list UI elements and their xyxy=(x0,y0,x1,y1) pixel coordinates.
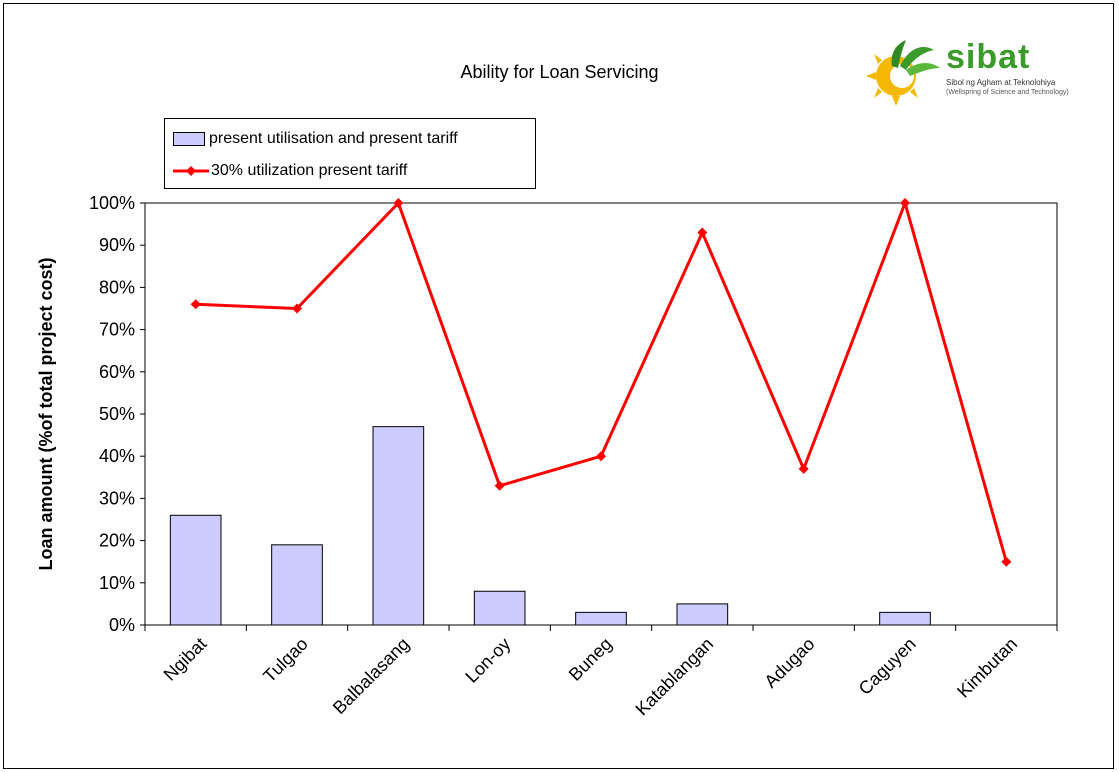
x-tick-label-adugao: Adugao xyxy=(760,634,818,692)
x-tick-label-buneg: Buneg xyxy=(565,634,616,685)
y-tick-label: 30% xyxy=(99,488,135,508)
x-tick-label-ngibat: Ngibat xyxy=(160,634,211,685)
bar-lon-oy xyxy=(473,590,526,626)
series-line xyxy=(195,201,1008,563)
sibat-logo: sibat Sibol ng Agham at Teknolohiya (Wel… xyxy=(862,36,1102,106)
y-tick-label: 80% xyxy=(99,277,135,297)
y-tick-label: 40% xyxy=(99,446,135,466)
legend-entry-line: 30% utilization present tariff xyxy=(173,159,407,183)
chart-title: Ability for Loan Servicing xyxy=(460,62,659,82)
line-point-caguyen xyxy=(900,198,910,208)
bar-caguyen xyxy=(879,611,931,626)
line-point-tulgao xyxy=(292,303,302,314)
x-tick-label-lon-oy: Lon-oy xyxy=(461,634,514,687)
bar-buneg xyxy=(575,611,627,626)
x-tick-label-katablangan: Katablangan xyxy=(632,634,718,720)
x-tick-label-balbalasang: Balbalasang xyxy=(329,634,413,718)
y-tick-label: 10% xyxy=(99,573,135,593)
line-point-ngibat xyxy=(190,299,201,310)
line-point-lon-oy xyxy=(494,480,505,491)
line-point-balbalasang xyxy=(393,198,404,208)
bar-tulgao xyxy=(271,544,323,626)
logo-tagline: Sibol ng Agham at Teknolohiya xyxy=(946,78,1056,87)
legend-line-swatch xyxy=(173,166,209,176)
line-point-adugao xyxy=(798,463,809,474)
line-point-buneg xyxy=(596,451,606,462)
y-tick-label: 0% xyxy=(109,615,135,635)
y-tick-label: 90% xyxy=(99,235,135,255)
logo-wordmark: sibat xyxy=(946,38,1031,76)
chart-legend: present utilisation and present tariff 3… xyxy=(164,118,536,189)
x-tick-label-caguyen: Caguyen xyxy=(855,634,920,699)
legend-bar-swatch xyxy=(173,132,205,146)
y-tick-label: 50% xyxy=(99,404,135,424)
legend-label-line: 30% utilization present tariff xyxy=(211,162,408,179)
line-point-katablangan xyxy=(697,227,708,238)
y-tick-label: 20% xyxy=(99,531,135,551)
y-tick-label: 100% xyxy=(89,193,135,213)
bar-balbalasang xyxy=(372,426,425,626)
line-point-kimbutan xyxy=(1001,556,1012,567)
legend-entry-bars: present utilisation and present tariff xyxy=(173,127,458,151)
x-tick-label-kimbutan: Kimbutan xyxy=(953,634,1021,702)
y-axis-title: Loan amount (%of total project cost) xyxy=(36,257,56,570)
y-tick-label: 60% xyxy=(99,362,135,382)
sun-leaf-icon xyxy=(866,40,940,106)
bar-katablangan xyxy=(676,603,729,626)
x-tick-label-tulgao: Tulgao xyxy=(259,634,312,687)
logo-subtitle: (Wellspring of Science and Technology) xyxy=(946,89,1069,96)
y-tick-label: 70% xyxy=(99,320,135,340)
bar-ngibat xyxy=(169,514,222,626)
legend-label-bars: present utilisation and present tariff xyxy=(209,130,458,147)
